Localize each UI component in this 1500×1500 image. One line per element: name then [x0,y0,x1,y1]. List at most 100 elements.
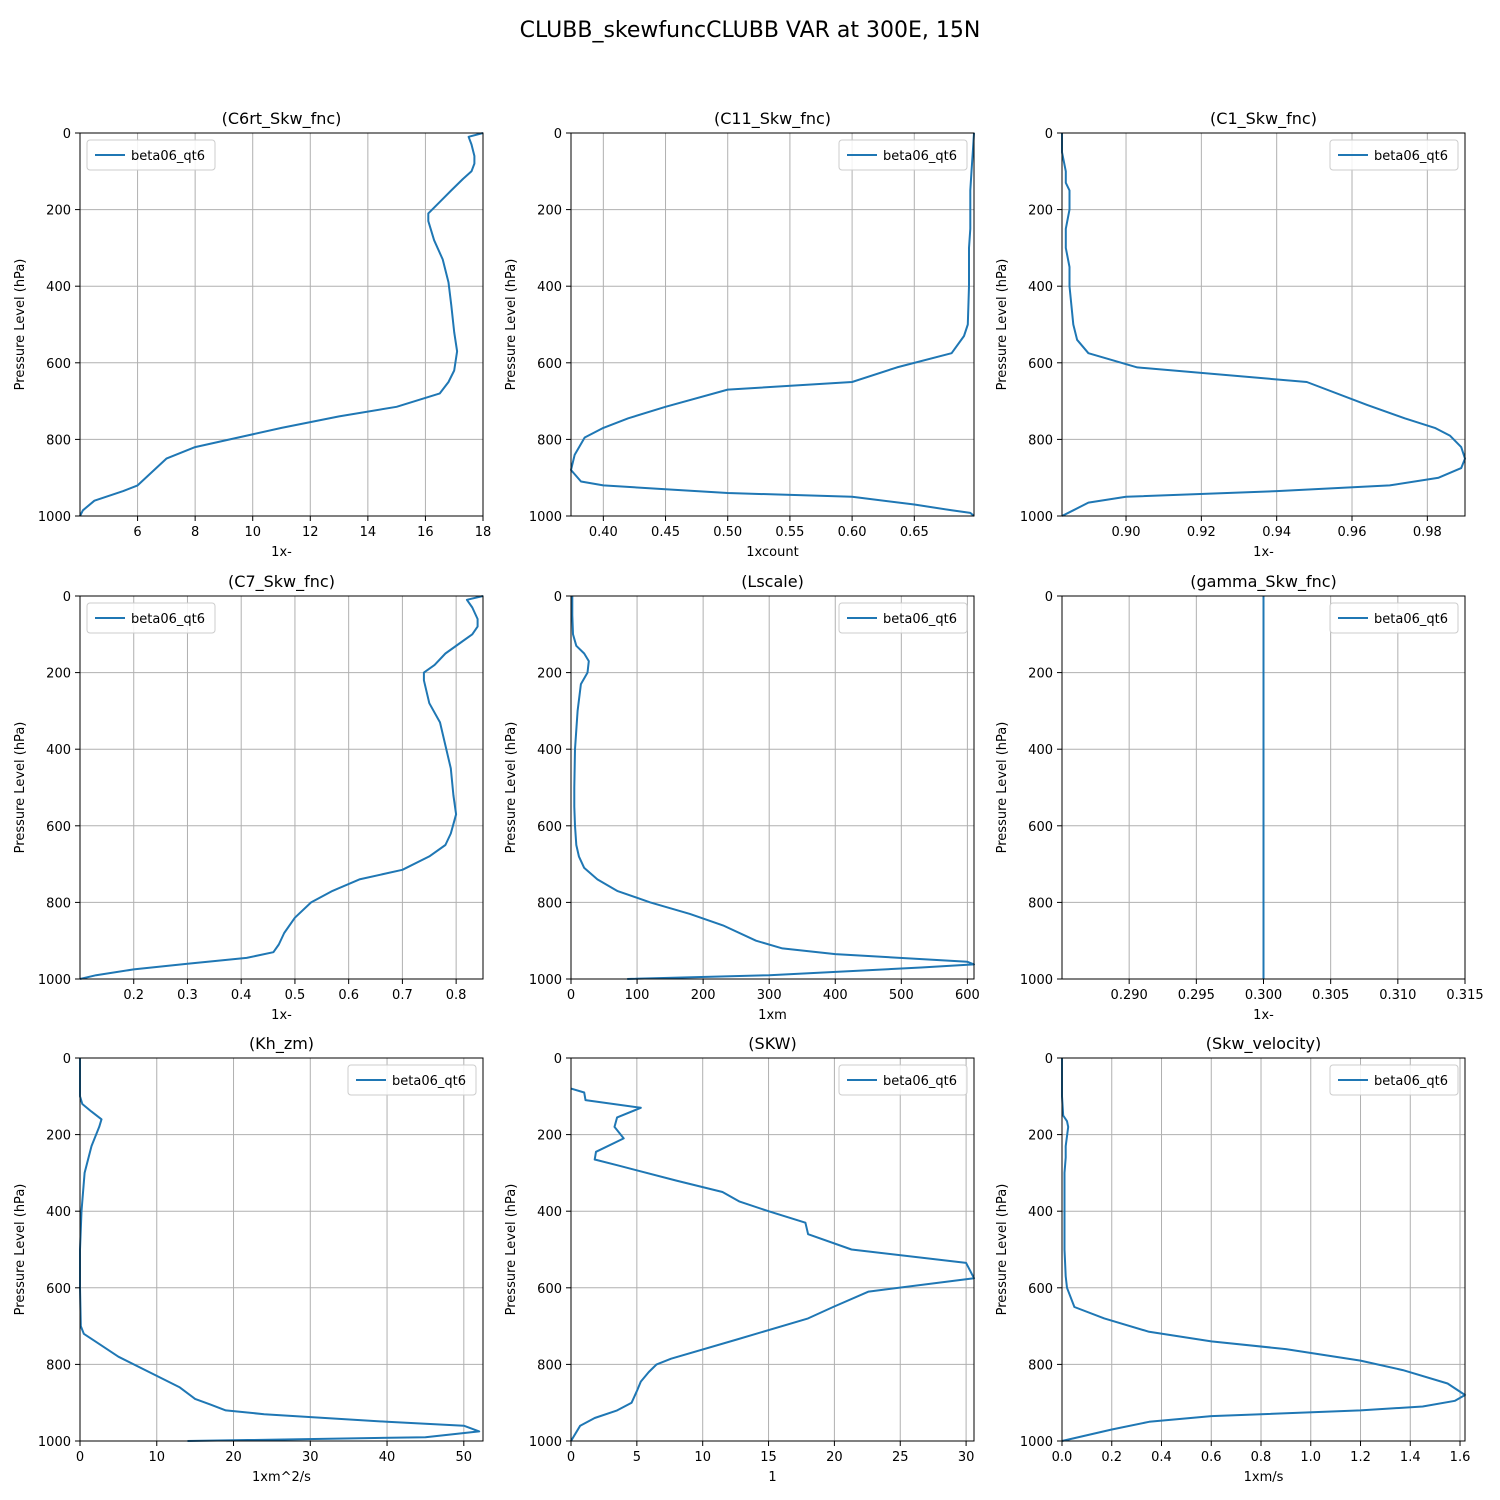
y-tick-label: 1000 [529,973,562,988]
y-tick-label: 400 [1028,1205,1053,1220]
y-tick-label: 600 [46,820,71,835]
x-tick-label: 0.55 [775,525,804,540]
legend: beta06_qt6 [1329,139,1459,171]
x-axis-label: 1x- [1253,1008,1274,1023]
legend: beta06_qt6 [838,1064,968,1096]
x-tick-label: 1.2 [1350,1450,1371,1465]
chart-title: (gamma_Skw_fnc) [1190,572,1337,592]
y-axis-label: Pressure Level (hPa) [13,722,28,854]
series-line [571,596,975,980]
y-tick-label: 200 [1028,667,1053,682]
y-tick-label: 800 [537,433,562,448]
y-tick-label: 400 [1028,743,1053,758]
chart-panel: 0.2 0.3 0.4 0.5 0.6 0.7 0.8 0 200 400 600 800 1000 (C… [13,572,484,1023]
legend-label: beta06_qt6 [1374,149,1448,164]
x-tick-label: 1.4 [1400,1450,1421,1465]
y-tick-label: 0 [554,127,562,142]
x-tick-label: 20 [826,1450,843,1465]
y-tick-label: 1000 [529,1435,562,1450]
x-tick-label: 1.0 [1300,1450,1321,1465]
x-tick-label: 10 [244,525,261,540]
legend-label: beta06_qt6 [1374,612,1448,627]
axes-frame [570,132,975,517]
legend-box [1329,1064,1459,1096]
y-tick-label: 0 [63,127,71,142]
y-axis-label: Pressure Level (hPa) [995,259,1010,391]
legend: beta06_qt6 [1329,602,1459,634]
y-tick-label: 1000 [1020,973,1053,988]
x-tick-label: 0.50 [713,525,742,540]
y-tick-label: 200 [537,1129,562,1144]
y-tick-label: 1000 [1020,1435,1053,1450]
y-tick-label: 200 [46,1129,71,1144]
chart-title: (Lscale) [741,572,804,591]
x-tick-label: 100 [625,988,650,1003]
y-tick-label: 600 [46,1282,71,1297]
y-tick-label: 200 [46,667,71,682]
y-tick-label: 600 [46,357,71,372]
axes-frame [79,132,484,517]
legend-label: beta06_qt6 [883,612,957,627]
legend-box [838,139,968,171]
x-tick-label: 0.2 [1101,1450,1122,1465]
x-tick-label: 0.40 [589,525,618,540]
y-tick-label: 0 [1045,590,1053,605]
legend-label: beta06_qt6 [883,1074,957,1089]
series-line [570,132,975,517]
chart-title: (Skw_velocity) [1206,1034,1322,1054]
axes-frame [79,1057,484,1442]
axes-frame [1061,1057,1466,1442]
x-tick-label: 0.8 [446,988,467,1003]
x-tick-label: 0.290 [1111,988,1148,1003]
x-tick-label: 0 [76,1450,84,1465]
y-tick-label: 200 [1028,1129,1053,1144]
x-tick-label: 0.7 [392,988,413,1003]
legend-box [347,1064,477,1096]
y-tick-label: 400 [537,280,562,295]
y-tick-label: 400 [537,743,562,758]
x-tick-label: 0.305 [1312,988,1349,1003]
x-tick-label: 12 [302,525,319,540]
x-tick-label: 0.295 [1178,988,1215,1003]
chart-title: (C6rt_Skw_fnc) [222,109,342,129]
x-tick-label: 6 [133,525,141,540]
x-axis-label: 1x- [271,1008,292,1023]
chart-panel: 0 10 20 30 40 50 0 200 400 600 800 1000 (Kh_zm) 1xm^2… [13,1034,484,1485]
x-tick-label: 0.5 [285,988,306,1003]
y-tick-label: 600 [1028,820,1053,835]
x-tick-label: 0.96 [1338,525,1367,540]
y-tick-label: 400 [537,1205,562,1220]
y-tick-label: 1000 [38,1435,71,1450]
x-tick-label: 5 [633,1450,641,1465]
y-tick-label: 600 [537,357,562,372]
x-tick-label: 0.300 [1245,988,1282,1003]
x-tick-label: 0.45 [651,525,680,540]
chart-title: (C7_Skw_fnc) [228,572,335,592]
y-tick-label: 800 [537,896,562,911]
x-axis-label: 1xcount [746,545,798,560]
x-tick-label: 0 [567,988,575,1003]
x-axis-label: 1xm [758,1008,787,1023]
x-tick-label: 18 [475,525,492,540]
x-tick-label: 0.315 [1446,988,1483,1003]
y-tick-label: 0 [63,590,71,605]
legend-box [86,139,216,171]
x-tick-label: 1.6 [1450,1450,1471,1465]
x-tick-label: 10 [148,1450,165,1465]
y-tick-label: 1000 [1020,510,1053,525]
y-axis-label: Pressure Level (hPa) [504,722,519,854]
x-tick-label: 600 [955,988,980,1003]
chart-title: (C1_Skw_fnc) [1210,109,1317,129]
y-tick-label: 1000 [38,510,71,525]
x-axis-label: 1x- [271,545,292,560]
x-tick-label: 16 [417,525,434,540]
y-tick-label: 0 [554,1052,562,1067]
x-axis-label: 1xm^2/s [252,1470,311,1485]
y-axis-label: Pressure Level (hPa) [995,1184,1010,1316]
y-tick-label: 800 [46,896,71,911]
series-line [79,595,484,980]
y-tick-label: 400 [46,1205,71,1220]
y-tick-label: 0 [1045,1052,1053,1067]
figure-title: CLUBB_skewfuncCLUBB VAR at 300E, 15N [520,18,981,43]
